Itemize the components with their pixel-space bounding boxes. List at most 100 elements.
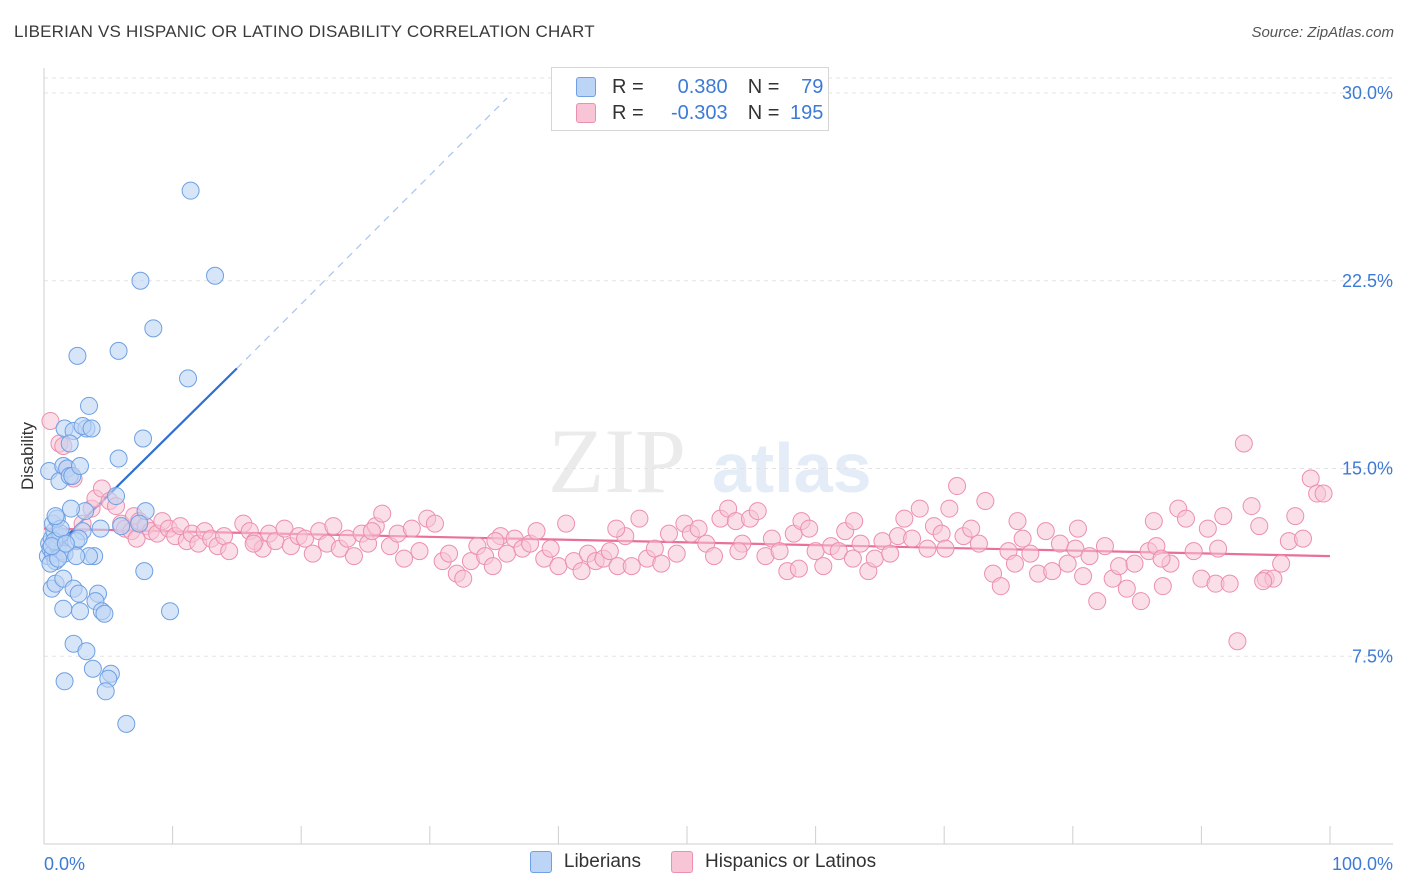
hispanics-point [748,502,767,521]
liberians-point [144,319,163,338]
watermark-zip: ZIP [548,410,686,512]
liberians-point [181,181,200,200]
liberians-point [62,499,81,518]
stats-row-hispanics: R = -0.303 N = 195 [576,100,823,126]
hispanics-point [659,524,678,543]
hispanics-point [1293,529,1312,548]
hispanics-point [851,534,870,553]
series-legend: Liberians Hispanics or Latinos [0,851,1406,873]
liberians-point [206,266,225,285]
hispanics-point [1088,592,1107,611]
liberians-point [71,602,90,621]
hispanics-point [910,499,929,518]
hispanics-point [1043,562,1062,581]
axis-layer: 7.5% 15.0% 22.5% 30.0% [43,68,1393,845]
hispanics-point [789,559,808,578]
legend-item-hispanics[interactable]: Hispanics or Latinos [671,851,876,873]
hispanics-point [303,544,322,563]
liberians-point [83,659,102,678]
x-tick-label-max: 100.0% [1332,854,1393,874]
hispanics-point [1234,434,1253,453]
r-label: R = [612,75,644,98]
hispanics-point [1254,572,1273,591]
hispanics-point [667,544,686,563]
hispanics-point [630,509,649,528]
liberians-point [96,682,115,701]
hispanics-point [976,492,995,511]
hispanics-point [557,514,576,533]
hispanics-point [344,547,363,566]
hispanics-point [1066,539,1085,558]
hispanics-point [806,542,825,561]
hispanics-point [549,557,568,576]
hispanics-point [936,539,955,558]
hispanics-point [845,512,864,531]
liberians-point [80,396,99,415]
y-axis-label: Disability [18,421,37,490]
liberians-trend-extension [236,97,508,369]
points-layer [38,181,1333,733]
liberians-point [82,419,101,438]
liberians-point [109,341,128,360]
liberians-point [56,534,75,553]
stats-legend: R = 0.380 N = 79 R = -0.303 N = 195 [551,67,829,131]
hispanics-point [600,542,619,561]
hispanics-point [324,517,343,536]
hispanics-point [425,514,444,533]
hispanics-point [895,509,914,528]
liberians-swatch [576,77,596,97]
liberians-point [130,514,149,533]
hispanics-point [770,542,789,561]
hispanics-point [296,529,315,548]
hispanics-point [918,539,937,558]
hispanics-r-value: -0.303 [670,101,728,124]
hispanics-point [541,539,560,558]
hispanics-point [1013,529,1032,548]
liberians-point [107,487,126,506]
hispanics-point [1144,512,1163,531]
legend-label-liberians: Liberians [563,851,641,872]
hispanics-point [814,557,833,576]
hispanics-point [362,522,381,541]
hispanics-point [969,534,988,553]
hispanics-point [1125,554,1144,573]
hispanics-point [881,544,900,563]
hispanics-point [220,542,239,561]
liberians-point [67,547,86,566]
hispanics-point [275,519,294,538]
y-tick-label: 22.5% [1342,271,1393,291]
liberians-point [112,517,131,536]
hispanics-point [1021,544,1040,563]
liberians-point [55,672,74,691]
hispanics-point [1228,632,1247,651]
liberians-point [71,457,90,476]
hispanics-point [705,547,724,566]
r-label: R = [612,101,644,124]
hispanics-point [1131,592,1150,611]
hispanics-point [1220,574,1239,593]
hispanics-point [1036,522,1055,541]
liberians-point [60,434,79,453]
stats-row-liberians: R = 0.380 N = 79 [576,74,823,100]
hispanics-point [410,542,429,561]
hispanics-point [1117,579,1136,598]
hispanics-point [1153,577,1172,596]
liberians-point [135,562,154,581]
y-tick-label: 15.0% [1342,459,1393,479]
hispanics-point [1008,512,1027,531]
hispanics-point [1050,534,1069,553]
hispanics-point [1250,517,1269,536]
hispanics-point [402,519,421,538]
liberians-point [46,507,65,526]
chart-title: LIBERIAN VS HISPANIC OR LATINO DISABILIT… [14,22,595,41]
liberians-point [134,429,153,448]
legend-item-liberians[interactable]: Liberians [529,851,641,873]
hispanics-point [41,411,60,430]
liberians-point [77,642,96,661]
hispanics-point [645,539,664,558]
hispanics-point [991,577,1010,596]
hispanics-point [865,549,884,568]
liberians-point [109,449,128,468]
hispanics-point [622,557,641,576]
liberians-point [91,519,110,538]
